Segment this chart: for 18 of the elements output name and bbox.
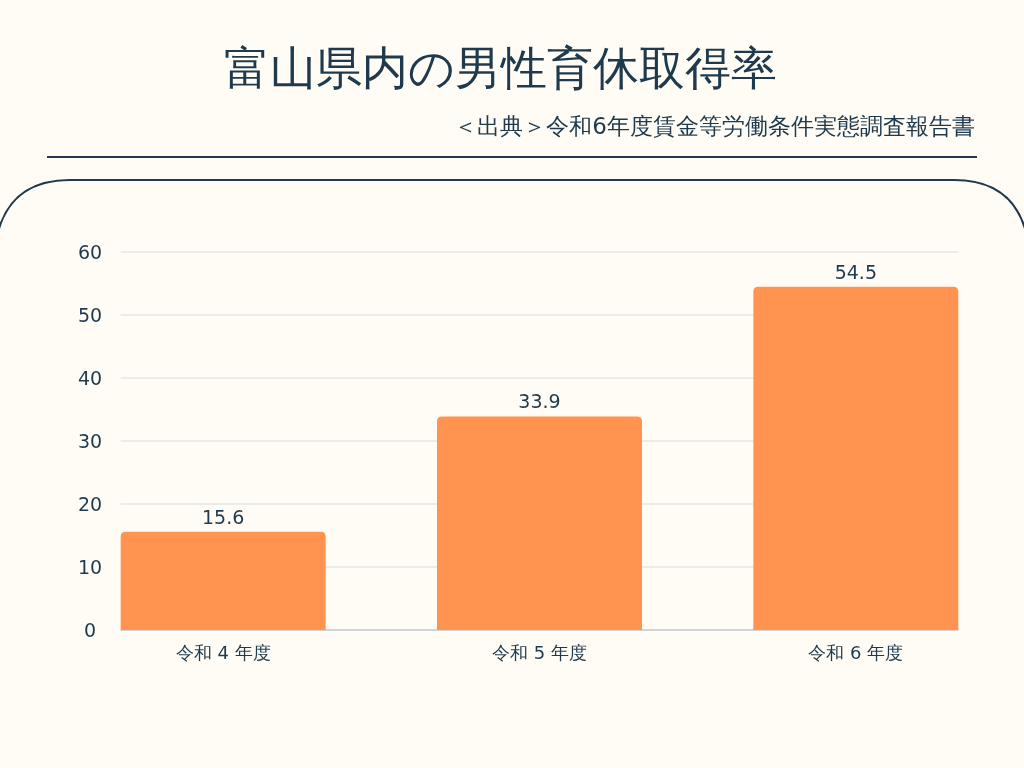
bar [120, 531, 326, 630]
y-tick-label: 20 [77, 493, 103, 515]
y-tick-label: 60 [77, 241, 103, 263]
x-tick-label: 令和 4 年度 [175, 642, 271, 663]
y-tick-label: 40 [77, 367, 103, 389]
data-label: 15.6 [202, 505, 245, 528]
data-label: 33.9 [518, 390, 561, 413]
y-tick-label: 50 [77, 304, 103, 326]
x-tick-label: 令和 5 年度 [492, 642, 587, 663]
y-tick-label: 30 [77, 430, 103, 452]
bar [437, 416, 642, 630]
y-tick-label: 0 [83, 619, 97, 641]
x-tick-label: 令和 6 年度 [808, 642, 904, 663]
text: ＜出典＞令和6年度賃金等労働条件実態調査報告書 [454, 113, 975, 139]
bar [753, 286, 959, 630]
chart-title: 富山県内の男性育休取得率 [223, 41, 777, 95]
y-tick-label: 10 [77, 556, 103, 578]
data-label: 54.5 [834, 260, 877, 283]
